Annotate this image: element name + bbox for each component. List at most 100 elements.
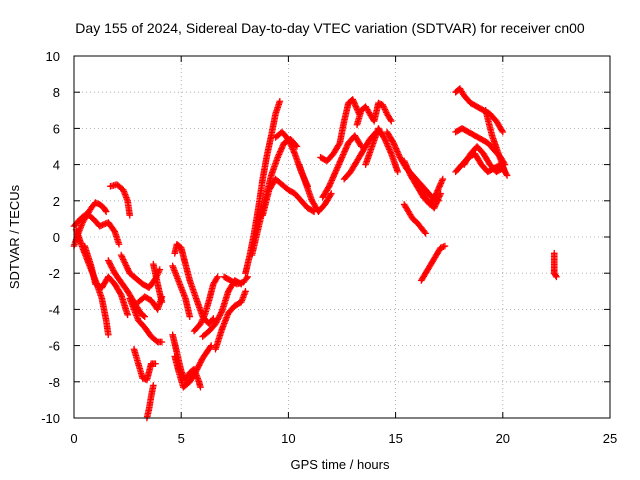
x-axis-label: GPS time / hours <box>291 457 390 472</box>
data-point <box>498 127 506 134</box>
x-tick-label: 15 <box>388 431 402 446</box>
y-tick-label: 10 <box>46 49 60 64</box>
data-series-track-7 <box>117 251 164 291</box>
y-tick-label: -8 <box>48 375 60 390</box>
data-point <box>126 211 134 219</box>
data-point <box>380 103 387 110</box>
data-point <box>123 263 131 271</box>
data-point <box>242 288 249 295</box>
data-series-track-11 <box>143 382 157 422</box>
data-point <box>141 313 149 320</box>
x-tick-label: 20 <box>496 431 510 446</box>
y-tick-label: -10 <box>41 411 60 426</box>
data-point <box>125 266 132 274</box>
data-series-track-17 <box>190 273 221 335</box>
data-point <box>197 319 205 326</box>
y-tick-label: -4 <box>48 302 60 317</box>
data-point <box>102 207 109 214</box>
data-series-track-35 <box>418 242 449 284</box>
data-point <box>441 242 449 250</box>
data-point <box>214 273 221 281</box>
data-series-track-36 <box>452 85 507 136</box>
data-point <box>158 338 166 346</box>
data-series-track-20 <box>220 273 251 288</box>
data-point <box>499 128 507 136</box>
data-series-track-19 <box>212 288 249 353</box>
axis-layer: 0 5 10 15 20 25 -10 -8 -6 -4 -2 0 2 4 6 8 10 <box>41 49 617 446</box>
data-series-track-14 <box>169 262 194 320</box>
data-point <box>381 106 389 113</box>
data-series-track-34 <box>400 201 429 237</box>
x-tick-label: 5 <box>178 431 185 446</box>
data-point <box>120 256 127 263</box>
data-point <box>122 262 130 269</box>
data-series-track-33 <box>418 186 444 212</box>
data-point <box>394 168 402 176</box>
data-point <box>124 265 131 272</box>
data-series-track-8 <box>126 295 166 346</box>
data-series-track-41 <box>550 249 560 281</box>
data-point <box>110 226 118 234</box>
data-series-track-40 <box>482 107 509 176</box>
data-point <box>186 313 194 320</box>
data-point <box>382 107 389 115</box>
data-point <box>124 311 131 319</box>
data-point <box>197 383 204 391</box>
data-point <box>213 274 221 282</box>
data-point <box>200 313 208 320</box>
data-point <box>118 253 126 260</box>
data-series-track-23 <box>259 175 318 219</box>
data-point <box>503 172 511 179</box>
data-series-track-16 <box>171 342 215 391</box>
data-point <box>380 104 388 112</box>
y-tick-label: 8 <box>53 85 60 100</box>
y-tick-label: -6 <box>48 339 60 354</box>
y-tick-label: -2 <box>48 266 60 281</box>
data-point <box>150 382 157 389</box>
data-point <box>155 267 163 275</box>
y-tick-label: 4 <box>53 158 60 173</box>
data-series-track-21 <box>242 97 284 277</box>
plot-frame <box>73 55 611 419</box>
data-layer <box>70 85 560 422</box>
data-point <box>120 257 128 265</box>
data-point <box>198 317 206 325</box>
data-series-track-28 <box>340 128 380 183</box>
data-point <box>105 331 112 339</box>
data-series-track-30 <box>362 125 402 176</box>
data-series-track-12 <box>150 260 166 306</box>
data-series-track-10 <box>130 345 159 384</box>
data-point <box>552 272 559 279</box>
data-point <box>121 259 129 266</box>
data-point <box>327 190 335 197</box>
data-point <box>207 343 214 351</box>
data-point <box>200 314 207 322</box>
data-series-track-39 <box>460 143 507 176</box>
data-point <box>152 360 159 367</box>
data-series-track-4 <box>81 242 131 319</box>
data-point <box>327 191 334 199</box>
data-point <box>117 251 125 259</box>
chart-title: Day 155 of 2024, Sidereal Day-to-day VTE… <box>75 20 585 36</box>
data-point <box>140 312 147 320</box>
data-point <box>379 101 387 109</box>
data-point <box>387 116 394 124</box>
y-tick-label: 0 <box>53 230 60 245</box>
data-point <box>197 320 204 328</box>
data-point <box>217 309 225 316</box>
data-point <box>156 266 164 273</box>
data-point <box>276 97 284 105</box>
x-tick-label: 0 <box>70 431 77 446</box>
data-point <box>119 254 126 262</box>
data-point <box>244 273 251 281</box>
y-tick-label: 2 <box>53 194 60 209</box>
data-point <box>117 290 124 297</box>
x-tick-label: 25 <box>603 431 617 446</box>
data-point <box>501 168 509 176</box>
data-point <box>122 260 129 268</box>
data-point <box>115 240 123 248</box>
data-point <box>553 273 560 281</box>
data-point <box>199 316 206 323</box>
data-point <box>421 228 428 236</box>
